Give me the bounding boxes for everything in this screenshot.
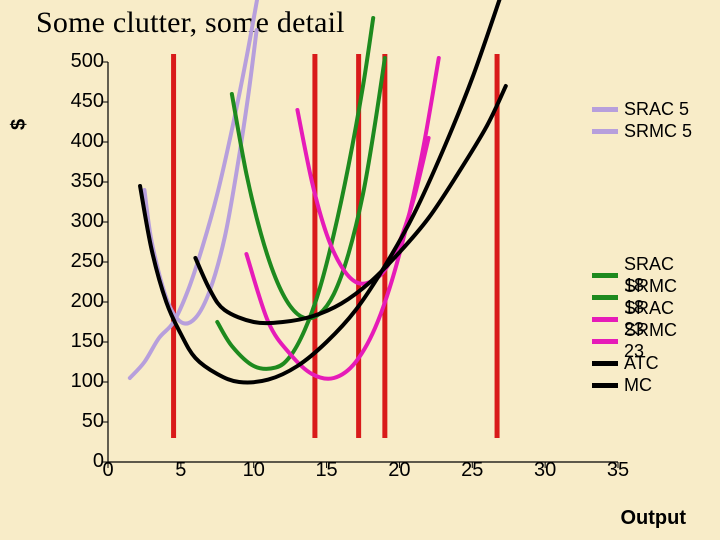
ytick-label: 150	[34, 330, 104, 353]
legend-group-0: SRAC 5SRMC 5	[592, 98, 692, 142]
xtick-label: 15	[297, 459, 357, 482]
legend-swatch	[592, 361, 618, 366]
legend-label: SRMC 5	[624, 121, 692, 142]
xtick-label: 0	[78, 459, 138, 482]
legend-swatch	[592, 129, 618, 134]
x-axis-label: Output	[620, 507, 686, 530]
xtick-label: 5	[151, 459, 211, 482]
ytick-label: 50	[34, 410, 104, 433]
y-axis-label: $	[8, 119, 31, 130]
legend-swatch	[592, 339, 618, 344]
legend-label: ATC	[624, 353, 659, 374]
xtick-label: 20	[369, 459, 429, 482]
legend-group-1: SRAC 18SRMC 18SRAC 23SRMC 23ATCMC	[592, 264, 692, 396]
cost-curves-chart	[108, 62, 618, 462]
ytick-label: 200	[34, 290, 104, 313]
ytick-label: 300	[34, 210, 104, 233]
legend-item: SRMC 23	[592, 330, 692, 352]
ytick-label: 450	[34, 90, 104, 113]
legend-label: MC	[624, 375, 652, 396]
legend-item: SRAC 5	[592, 98, 692, 120]
xtick-label: 30	[515, 459, 575, 482]
xtick-label: 35	[588, 459, 648, 482]
legend-swatch	[592, 317, 618, 322]
legend-swatch	[592, 383, 618, 388]
legend-label: SRAC 5	[624, 99, 689, 120]
legend-swatch	[592, 295, 618, 300]
ytick-label: 250	[34, 250, 104, 273]
series-mc	[195, 86, 505, 323]
xtick-label: 25	[442, 459, 502, 482]
ytick-label: 500	[34, 50, 104, 73]
legend-item: MC	[592, 374, 692, 396]
chart-area: 0501001502002503003504004505000510152025…	[30, 50, 690, 480]
ytick-label: 400	[34, 130, 104, 153]
page-title: Some clutter, some detail	[36, 6, 345, 40]
legend-item: SRMC 5	[592, 120, 692, 142]
ytick-label: 350	[34, 170, 104, 193]
slide: { "title": "Some clutter, some detail", …	[0, 0, 720, 540]
legend-swatch	[592, 273, 618, 278]
xtick-label: 10	[224, 459, 284, 482]
ytick-label: 100	[34, 370, 104, 393]
legend-swatch	[592, 107, 618, 112]
